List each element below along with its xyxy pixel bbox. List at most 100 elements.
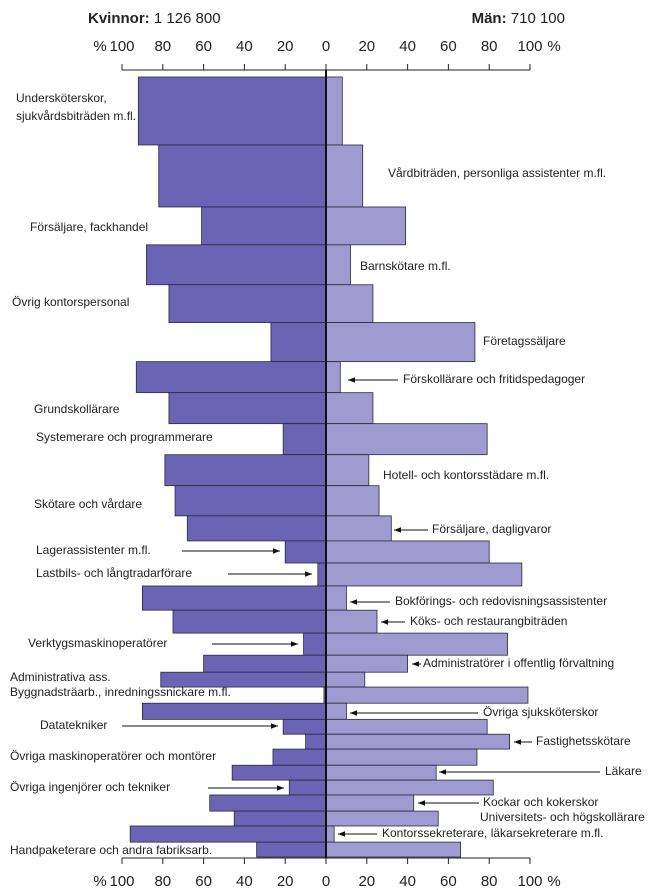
bar bbox=[325, 764, 437, 781]
bar bbox=[325, 585, 347, 611]
bar bbox=[270, 322, 327, 363]
bar bbox=[325, 423, 488, 456]
category-label: Universitets- och högskollärare bbox=[480, 810, 645, 824]
bar bbox=[172, 609, 327, 634]
category-label: Försäljare, dagligvaror bbox=[432, 522, 551, 536]
bar bbox=[158, 144, 327, 208]
bar bbox=[282, 718, 327, 735]
bar bbox=[129, 825, 327, 843]
bar bbox=[282, 423, 327, 456]
bar bbox=[325, 515, 392, 542]
x-tick-label: 40 bbox=[399, 38, 416, 55]
bar bbox=[305, 733, 327, 750]
bar bbox=[317, 562, 327, 587]
x-tick-label: 60 bbox=[440, 873, 457, 890]
bar bbox=[303, 632, 327, 656]
bar bbox=[137, 76, 327, 146]
bar bbox=[146, 244, 327, 286]
category-label: Skötare och vårdare bbox=[34, 497, 142, 511]
bar bbox=[325, 485, 380, 517]
x-tick-label: 40 bbox=[399, 873, 416, 890]
x-tick-label: 60 bbox=[195, 873, 212, 890]
bar bbox=[325, 76, 343, 146]
women-title: Kvinnor: 1 126 800 bbox=[88, 10, 221, 27]
category-label: Handpaketerare och andra fabriksarb. bbox=[10, 843, 212, 857]
bar bbox=[325, 794, 415, 812]
x-tick-label: 40 bbox=[236, 873, 253, 890]
bar bbox=[325, 454, 370, 487]
bar bbox=[209, 794, 327, 812]
category-label: Datatekniker bbox=[40, 718, 107, 732]
category-label: Övrig kontorspersonal bbox=[12, 295, 129, 309]
category-label: Hotell- och kontorsstädare m.fl. bbox=[383, 468, 549, 482]
category-label: Byggnadsträarb., inredningssnickare m.fl… bbox=[10, 685, 231, 699]
bar bbox=[135, 361, 327, 394]
x-tick-label: 100 bbox=[109, 873, 134, 890]
x-tick-label: 80 bbox=[481, 38, 498, 55]
bar bbox=[325, 392, 374, 425]
men-title: Män: 710 100 bbox=[472, 10, 565, 27]
bar bbox=[325, 540, 490, 564]
bar bbox=[288, 779, 327, 796]
x-unit: % bbox=[547, 873, 560, 890]
x-tick-label: 80 bbox=[154, 38, 171, 55]
category-label: Kockar och kokerskor bbox=[483, 795, 598, 809]
category-label: Vårdbiträden, personliga assistenter m.f… bbox=[388, 166, 606, 180]
x-unit: % bbox=[93, 873, 106, 890]
category-label: Kontorssekreterare, läkarsekreterare m.f… bbox=[382, 826, 603, 840]
category-label: Övriga sjuksköterskor bbox=[483, 705, 598, 719]
bar bbox=[174, 485, 327, 517]
x-tick-label: 20 bbox=[277, 38, 294, 55]
category-label: Förskollärare och fritidspedagoger bbox=[403, 372, 585, 386]
bar bbox=[325, 361, 341, 394]
bar bbox=[325, 810, 439, 827]
bar bbox=[325, 284, 374, 323]
bar bbox=[233, 810, 327, 827]
x-tick-label: 80 bbox=[154, 873, 171, 890]
bar bbox=[325, 632, 508, 656]
bar bbox=[164, 454, 327, 487]
x-unit: % bbox=[547, 38, 560, 55]
bar bbox=[325, 609, 378, 634]
x-unit: % bbox=[93, 38, 106, 55]
x-tick-label: 100 bbox=[517, 873, 542, 890]
women-name: Kvinnor: bbox=[88, 10, 150, 27]
category-label: Bokförings- och redovisningsassistenter bbox=[395, 594, 607, 608]
x-tick-label: 80 bbox=[481, 873, 498, 890]
bar bbox=[325, 733, 511, 750]
bar bbox=[141, 702, 327, 720]
bar bbox=[325, 841, 462, 858]
men-name: Män: bbox=[472, 10, 507, 27]
category-label: Systemerare och programmerare bbox=[36, 430, 213, 444]
category-label: Administratörer i offentlig förvaltning bbox=[423, 656, 614, 670]
bar bbox=[168, 392, 327, 425]
category-label: Företagssäljare bbox=[483, 334, 566, 348]
x-tick-label: 40 bbox=[236, 38, 253, 55]
bar bbox=[325, 748, 478, 766]
x-tick-label: 20 bbox=[277, 873, 294, 890]
bar bbox=[325, 718, 488, 735]
bar bbox=[284, 540, 327, 564]
category-label: Undersköterskor, sjukvårdsbiträden m.fl. bbox=[16, 91, 137, 123]
x-tick-label: 100 bbox=[109, 38, 134, 55]
men-total: 710 100 bbox=[511, 10, 565, 27]
x-tick-label: 0 bbox=[322, 873, 330, 890]
x-tick-label: 60 bbox=[440, 38, 457, 55]
bar bbox=[325, 779, 494, 796]
bar bbox=[325, 702, 347, 720]
category-label: Fastighetsskötare bbox=[536, 734, 631, 748]
category-label: Läkare bbox=[605, 764, 642, 778]
bar bbox=[231, 764, 327, 781]
bar bbox=[325, 144, 364, 208]
category-label: Verktygsmaskinoperatörer bbox=[28, 636, 167, 650]
category-label: Försäljare, fackhandel bbox=[30, 220, 148, 234]
bar bbox=[272, 748, 327, 766]
x-tick-label: 20 bbox=[358, 38, 375, 55]
bar bbox=[325, 671, 366, 688]
bar bbox=[325, 244, 351, 286]
bar bbox=[325, 654, 408, 673]
bar bbox=[325, 562, 523, 587]
x-tick-label: 100 bbox=[517, 38, 542, 55]
